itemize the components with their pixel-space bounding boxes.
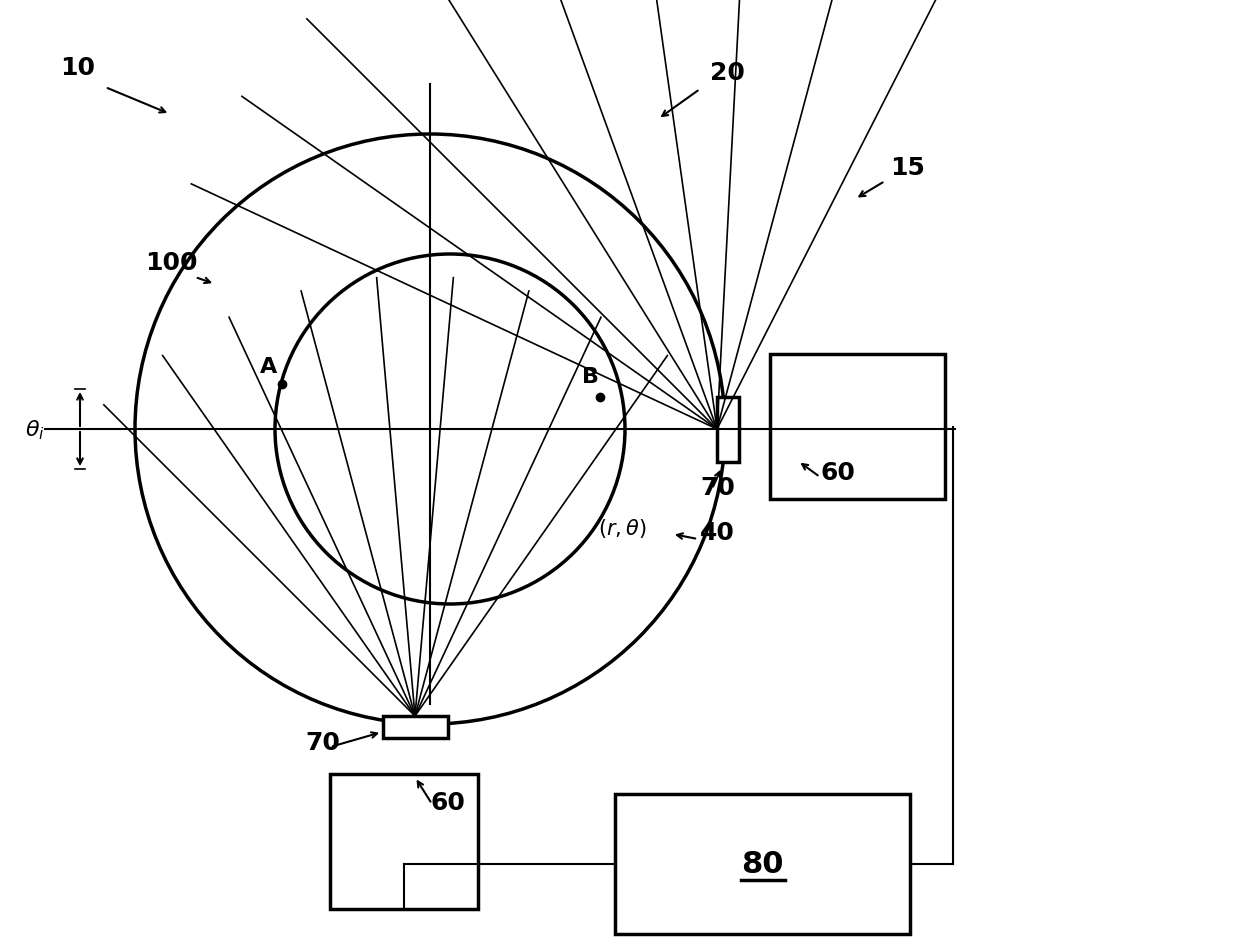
Bar [717,397,739,462]
Text: 100: 100 [145,250,197,275]
Text: 15: 15 [890,156,925,180]
Text: 40: 40 [701,521,735,545]
Text: $\theta_i$: $\theta_i$ [25,418,45,442]
Text: 60: 60 [430,790,465,814]
Text: 10: 10 [60,56,95,80]
Text: 20: 20 [711,61,745,85]
Text: 60: 60 [820,461,854,485]
Bar [770,355,945,500]
Text: 80: 80 [742,849,784,879]
Text: 70: 70 [701,475,735,500]
Bar [615,794,910,934]
Text: B: B [582,367,599,387]
Text: 70: 70 [305,730,340,754]
Bar [382,716,448,738]
Text: A: A [260,357,278,377]
Bar [330,774,477,909]
Text: $(r, \theta)$: $(r, \theta)$ [598,516,646,540]
